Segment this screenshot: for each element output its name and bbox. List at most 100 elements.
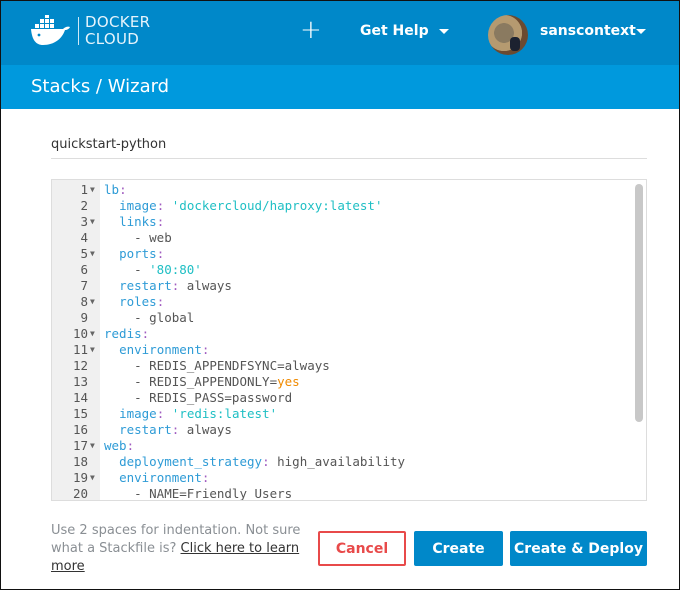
create-button[interactable]: Create [414,531,503,566]
code-line[interactable]: 10 ▼ redis: [52,326,632,342]
code-line[interactable]: 7 restart: always [52,278,632,294]
code-token [104,406,119,421]
create-and-deploy-button[interactable]: Create & Deploy [510,531,647,566]
code-token: high_availability [269,454,406,469]
code-text: deployment_strategy: high_availability [104,454,405,470]
user-menu[interactable]: sanscontext [540,23,636,39]
code-token: : [141,326,150,341]
line-number: 5 [80,246,88,261]
code-token [104,214,119,229]
code-token: : [201,470,210,485]
code-line[interactable]: 12 - REDIS_APPENDFSYNC=always [52,358,632,374]
code-line[interactable]: 13 - REDIS_APPENDONLY=yes [52,374,632,390]
code-text: - REDIS_APPENDONLY=yes [104,374,300,390]
code-token: always [179,422,232,437]
code-token: : [156,406,165,421]
code-text: - REDIS_PASS=password [104,390,292,406]
code-line[interactable]: 8 ▼ roles: [52,294,632,310]
logo-line2: CLOUD [85,30,140,48]
code-token: lb [104,182,120,197]
fold-arrow-icon[interactable]: ▼ [90,185,95,194]
code-token [104,198,119,213]
get-help-menu[interactable]: Get Help [360,23,429,39]
fold-arrow-icon[interactable]: ▼ [90,217,95,226]
line-number: 3 [80,214,88,229]
line-number: 14 [72,390,88,405]
code-token: : [262,454,270,469]
code-line[interactable]: 14 - REDIS_PASS=password [52,390,632,406]
code-token: : [201,342,210,357]
code-token: roles [119,294,157,309]
line-number: 18 [72,454,88,469]
fold-arrow-icon[interactable]: ▼ [90,297,95,306]
code-token: web [104,438,127,453]
code-line[interactable]: 15 image: 'redis:latest' [52,406,632,422]
code-text: image: 'dockercloud/haproxy:latest' [104,198,382,214]
code-line[interactable]: 17 ▼ web: [52,438,632,454]
editor-scrollbar[interactable] [635,184,643,494]
code-line[interactable]: 4 - web [52,230,632,246]
code-text: restart: always [104,422,232,438]
fold-arrow-icon[interactable]: ▼ [90,329,95,338]
code-text: - global [104,310,194,326]
code-line[interactable]: 6 - '80:80' [52,262,632,278]
code-token: restart [119,278,172,293]
line-number: 8 [80,294,88,309]
code-line[interactable]: 20 - NAME=Friendly Users [52,486,632,500]
help-caret-down-icon[interactable] [439,29,449,34]
code-line[interactable]: 9 - global [52,310,632,326]
code-token: '80:80' [149,262,202,277]
code-token [104,342,119,357]
line-number: 19 [72,470,88,485]
code-line[interactable]: 2 image: 'dockercloud/haproxy:latest' [52,198,632,214]
add-plus-icon[interactable]: + [300,15,322,45]
logo-line1: DOCKER [85,13,151,31]
learn-more-link[interactable]: Click here to learn more [51,541,300,574]
line-number: 12 [72,358,88,373]
code-token [104,246,119,261]
code-token: deployment_strategy [119,454,263,469]
line-number: 17 [72,438,88,453]
code-line[interactable]: 18 deployment_strategy: high_availabilit… [52,454,632,470]
code-line[interactable]: 16 restart: always [52,422,632,438]
scrollbar-thumb[interactable] [635,184,643,422]
code-token: - REDIS_APPENDONLY= [104,374,278,389]
hint-text: Use 2 spaces for indentation. Not sure w… [51,523,301,556]
code-line[interactable]: 5 ▼ ports: [52,246,632,262]
code-text: lb: [104,182,127,198]
code-line[interactable]: 19 ▼ environment: [52,470,632,486]
breadcrumb: Stacks / Wizard [31,76,170,97]
line-number: 1 [80,182,88,197]
docker-whale-logo-icon[interactable] [29,15,73,51]
code-line[interactable]: 3 ▼ links: [52,214,632,230]
line-number: 15 [72,406,88,421]
code-text: - '80:80' [104,262,202,278]
code-text: - REDIS_APPENDFSYNC=always [104,358,330,374]
code-token: always [179,278,232,293]
fold-arrow-icon[interactable]: ▼ [90,473,95,482]
indentation-hint: Use 2 spaces for indentation. Not sure w… [51,522,301,576]
code-text: redis: [104,326,149,342]
fold-arrow-icon[interactable]: ▼ [90,441,95,450]
code-text: links: [104,214,164,230]
code-token: : [126,438,135,453]
stack-name-input[interactable] [51,131,647,159]
user-caret-down-icon[interactable] [636,29,646,34]
code-token [104,294,119,309]
code-text: image: 'redis:latest' [104,406,277,422]
code-line[interactable]: 11 ▼ environment: [52,342,632,358]
stackfile-editor[interactable]: 1 ▼ lb: 2 image: 'dockercloud/haproxy:lates… [51,179,647,501]
breadcrumb-bar: Stacks / Wizard [1,65,679,109]
code-text: - NAME=Friendly Users [104,486,292,500]
fold-arrow-icon[interactable]: ▼ [90,249,95,258]
code-text: roles: [104,294,164,310]
code-line[interactable]: 1 ▼ lb: [52,182,632,198]
cancel-button[interactable]: Cancel [318,531,406,566]
code-token [164,406,172,421]
code-lines[interactable]: 1 ▼ lb: 2 image: 'dockercloud/haproxy:lates… [52,182,632,500]
avatar[interactable] [488,15,528,55]
line-number: 13 [72,374,88,389]
code-token: : [156,294,165,309]
code-token: 'dockercloud/haproxy:latest' [171,198,383,213]
fold-arrow-icon[interactable]: ▼ [90,345,95,354]
